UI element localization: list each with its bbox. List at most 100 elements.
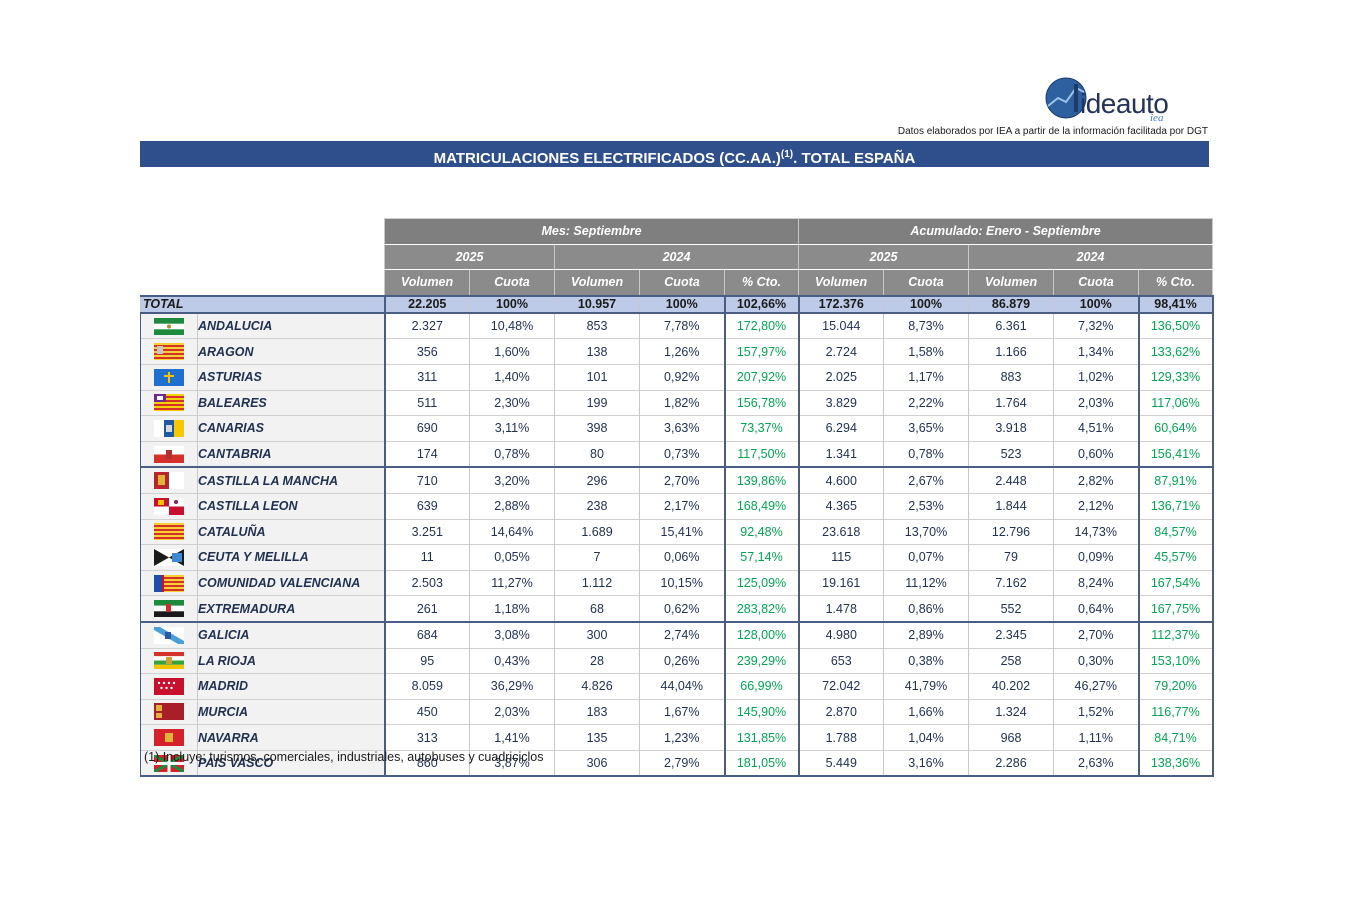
table-cell: 10,15% xyxy=(639,569,725,596)
table-cell: 57,14% xyxy=(723,544,800,571)
table-cell: 0,62% xyxy=(639,595,725,622)
table-cell: 66,99% xyxy=(723,673,800,700)
table-row: GALICIA 684 3,08% 300 2,74% 128,00% 4.980 2,89%… xyxy=(140,620,1214,648)
table-cell: 117,50% xyxy=(723,440,800,468)
table-cell: 15.044 xyxy=(798,312,884,339)
flag-castilla-leon-icon xyxy=(154,497,184,515)
table-cell: 968 xyxy=(968,724,1054,751)
table-cell: 73,37% xyxy=(723,415,800,442)
table-cell: 12.796 xyxy=(968,518,1054,545)
table-cell: 239,29% xyxy=(723,647,800,674)
table-cell: 258 xyxy=(968,647,1054,674)
table-cell: 172,80% xyxy=(723,312,800,339)
table-cell: 167,54% xyxy=(1137,569,1214,596)
table-cell: 523 xyxy=(968,440,1054,468)
table-cell: 2,63% xyxy=(1053,749,1139,778)
table-cell: 79,20% xyxy=(1137,673,1214,700)
table-cell: 115 xyxy=(798,544,884,571)
table-cell: 156,78% xyxy=(723,389,800,416)
table-cell: 4.600 xyxy=(798,466,884,494)
table-cell: 40.202 xyxy=(968,673,1054,700)
logo-globe-icon xyxy=(1045,77,1087,119)
table-cell: 139,86% xyxy=(723,466,800,494)
table-cell: 207,92% xyxy=(723,363,800,391)
title-superscript: (1) xyxy=(780,149,794,160)
table-cell: 1,34% xyxy=(1053,338,1139,365)
ideauto-logo: ideauto iea xyxy=(1044,76,1214,126)
table-cell: 13,70% xyxy=(883,518,969,545)
table-cell: 1,17% xyxy=(883,363,969,391)
region-name: NAVARRA xyxy=(197,724,386,751)
table-cell: 1,11% xyxy=(1053,724,1139,751)
table-cell: 4.826 xyxy=(554,673,640,700)
table-cell: 199 xyxy=(554,389,640,416)
table-cell: 0,92% xyxy=(639,363,725,391)
table-cell: 1,41% xyxy=(469,724,555,751)
table-cell: 2,67% xyxy=(883,466,969,494)
table-cell: 1.844 xyxy=(968,492,1054,520)
table-cell: 8,73% xyxy=(883,312,969,339)
table-cell: 3.251 xyxy=(384,518,470,545)
table-cell: 80 xyxy=(554,440,640,468)
flag-canarias-icon xyxy=(154,419,184,437)
col-header-cto: % Cto. xyxy=(1138,269,1213,297)
table-cell: 3,87% xyxy=(469,749,555,778)
region-name: GALICIA xyxy=(197,620,386,648)
table-cell: 7 xyxy=(554,544,640,571)
registrations-table: Mes: Septiembre Acumulado: Enero - Septi… xyxy=(140,218,1214,778)
flag-pais-vasco-icon xyxy=(154,754,184,772)
table-row: NAVARRA 313 1,41% 135 1,23% 131,85% 1.788 1,04%… xyxy=(140,724,1214,751)
table-cell: 11 xyxy=(384,544,470,571)
table-cell: 860 xyxy=(384,749,470,778)
table-cell: 1,66% xyxy=(883,698,969,725)
table-cell: 283,82% xyxy=(723,595,800,622)
region-name: ARAGON xyxy=(197,338,386,365)
table-cell: 2.286 xyxy=(968,749,1054,778)
table-cell: 398 xyxy=(554,415,640,442)
table-cell: 101 xyxy=(554,363,640,391)
table-cell: 0,73% xyxy=(639,440,725,468)
table-cell: 92,48% xyxy=(723,518,800,545)
flag-cataluna-icon xyxy=(154,523,184,541)
title-main: MATRICULACIONES ELECTRIFICADOS (CC.AA.) xyxy=(433,150,781,167)
table-cell: 1.788 xyxy=(798,724,884,751)
flag-la-rioja-icon xyxy=(154,652,184,670)
table-cell: 8.059 xyxy=(384,673,470,700)
table-row: BALEARES 511 2,30% 199 1,82% 156,78% 3.829 2,22… xyxy=(140,389,1214,416)
col-header-cuota: Cuota xyxy=(469,269,555,297)
table-cell: 168,49% xyxy=(723,492,800,520)
table-cell: 0,78% xyxy=(469,440,555,468)
table-cell: 552 xyxy=(968,595,1054,622)
table-cell: 261 xyxy=(384,595,470,622)
flag-madrid-icon xyxy=(154,677,184,695)
header-month-2025: 2025 xyxy=(384,243,555,271)
table-cell: 2,82% xyxy=(1053,466,1139,494)
table-cell: 11,27% xyxy=(469,569,555,596)
table-cell: 68 xyxy=(554,595,640,622)
flag-asturias-icon xyxy=(154,368,184,386)
table-cell: 6.361 xyxy=(968,312,1054,339)
col-header-cuota: Cuota xyxy=(639,269,725,297)
table-cell: 19.161 xyxy=(798,569,884,596)
table-cell: 11,12% xyxy=(883,569,969,596)
total-cell: 100% xyxy=(1053,294,1139,314)
table-cell: 1.341 xyxy=(798,440,884,468)
region-name: CANTABRIA xyxy=(197,440,386,468)
table-cell: 300 xyxy=(554,620,640,648)
table-cell: 0,05% xyxy=(469,544,555,571)
table-cell: 133,62% xyxy=(1137,338,1214,365)
table-cell: 23.618 xyxy=(798,518,884,545)
table-cell: 5.449 xyxy=(798,749,884,778)
total-row: TOTAL 22.205 100% 10.957 100% 102,66% 17… xyxy=(140,294,1214,314)
table-cell: 2.327 xyxy=(384,312,470,339)
region-name: LA RIOJA xyxy=(197,647,386,674)
table-cell: 2,30% xyxy=(469,389,555,416)
table-cell: 7,32% xyxy=(1053,312,1139,339)
header-ytd-2024: 2024 xyxy=(968,243,1213,271)
table-cell: 125,09% xyxy=(723,569,800,596)
table-cell: 883 xyxy=(968,363,1054,391)
table-cell: 1,23% xyxy=(639,724,725,751)
flag-ceuta-melilla-icon xyxy=(154,548,184,566)
table-cell: 639 xyxy=(384,492,470,520)
table-cell: 79 xyxy=(968,544,1054,571)
